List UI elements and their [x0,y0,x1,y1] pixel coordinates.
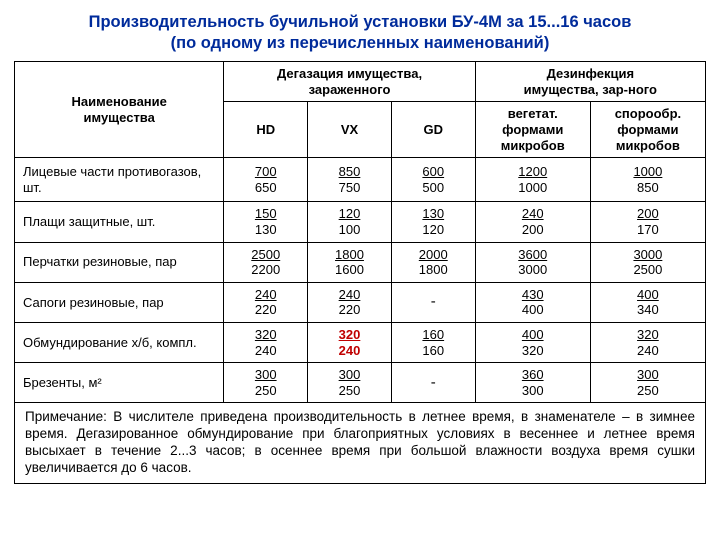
value-cell: 300250 [308,363,392,403]
value-cell: 320240 [224,322,308,362]
th-degas: Дегазация имущества, зараженного [224,62,475,102]
th-veg: вегетат. формами микробов [475,102,590,158]
value-cell: 120100 [308,202,392,242]
table-row: Брезенты, м²300250300250-360300300250 [15,363,706,403]
value-cell: 150130 [224,202,308,242]
row-name: Плащи защитные, шт. [15,202,224,242]
value-cell: 600500 [391,158,475,202]
value-cell: - [391,363,475,403]
value-cell: 200170 [590,202,705,242]
footnote: Примечание: В числителе приведена произв… [14,403,706,484]
value-cell: 160160 [391,322,475,362]
th-spor: спорообр. формами микробов [590,102,705,158]
table-row: Плащи защитные, шт.150130120100130120240… [15,202,706,242]
title-line-1: Производительность бучильной установки Б… [89,13,632,31]
value-cell: 360300 [475,363,590,403]
title-line-2: (по одному из перечисленных наименований… [171,34,550,52]
row-name: Обмундирование х/б, компл. [15,322,224,362]
th-gd: GD [391,102,475,158]
value-cell: 30002500 [590,242,705,282]
table-row: Лицевые части противогазов, шт.700650850… [15,158,706,202]
value-cell: 36003000 [475,242,590,282]
value-cell: 12001000 [475,158,590,202]
value-cell: 430400 [475,282,590,322]
th-disinf: Дезинфекция имущества, зар-ного [475,62,705,102]
value-cell: 240220 [308,282,392,322]
value-cell: 400340 [590,282,705,322]
row-name: Лицевые части противогазов, шт. [15,158,224,202]
value-cell: 300250 [590,363,705,403]
table-row: Перчатки резиновые, пар25002200180016002… [15,242,706,282]
value-cell: 25002200 [224,242,308,282]
row-name: Брезенты, м² [15,363,224,403]
value-cell: 240200 [475,202,590,242]
footnote-text: Примечание: В числителе приведена произв… [25,409,695,475]
value-cell: 1000850 [590,158,705,202]
page-title: Производительность бучильной установки Б… [14,12,706,53]
value-cell: 400320 [475,322,590,362]
th-property: Наименование имущества [15,62,224,158]
value-cell: 240220 [224,282,308,322]
value-cell: - [391,282,475,322]
value-cell: 130120 [391,202,475,242]
value-cell: 320240 [308,322,392,362]
value-cell: 18001600 [308,242,392,282]
value-cell: 20001800 [391,242,475,282]
performance-table: Наименование имущества Дегазация имущест… [14,61,706,403]
table-row: Обмундирование х/б, компл.32024032024016… [15,322,706,362]
value-cell: 700650 [224,158,308,202]
value-cell: 300250 [224,363,308,403]
table-row: Сапоги резиновые, пар240220240220-430400… [15,282,706,322]
th-hd: HD [224,102,308,158]
value-cell: 320240 [590,322,705,362]
row-name: Сапоги резиновые, пар [15,282,224,322]
value-cell: 850750 [308,158,392,202]
row-name: Перчатки резиновые, пар [15,242,224,282]
th-vx: VX [308,102,392,158]
